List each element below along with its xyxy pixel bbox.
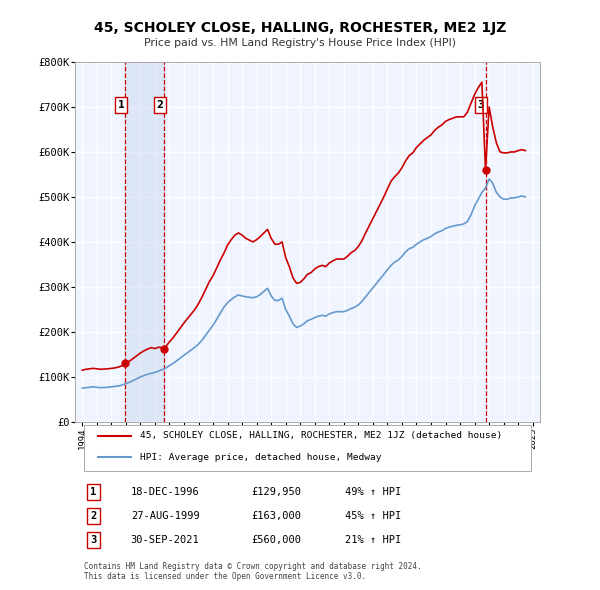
Text: 45, SCHOLEY CLOSE, HALLING, ROCHESTER, ME2 1JZ: 45, SCHOLEY CLOSE, HALLING, ROCHESTER, M…: [94, 21, 506, 35]
Text: 27-AUG-1999: 27-AUG-1999: [131, 511, 200, 521]
Text: Contains HM Land Registry data © Crown copyright and database right 2024.
This d: Contains HM Land Registry data © Crown c…: [84, 562, 422, 581]
FancyBboxPatch shape: [84, 425, 531, 471]
Text: 1: 1: [91, 487, 97, 497]
Text: 21% ↑ HPI: 21% ↑ HPI: [344, 535, 401, 545]
Text: 49% ↑ HPI: 49% ↑ HPI: [344, 487, 401, 497]
Text: 45, SCHOLEY CLOSE, HALLING, ROCHESTER, ME2 1JZ (detached house): 45, SCHOLEY CLOSE, HALLING, ROCHESTER, M…: [140, 431, 502, 441]
Text: Price paid vs. HM Land Registry's House Price Index (HPI): Price paid vs. HM Land Registry's House …: [144, 38, 456, 48]
Text: £163,000: £163,000: [252, 511, 302, 521]
Text: 18-DEC-1996: 18-DEC-1996: [131, 487, 200, 497]
Text: 3: 3: [91, 535, 97, 545]
Text: £129,950: £129,950: [252, 487, 302, 497]
Text: HPI: Average price, detached house, Medway: HPI: Average price, detached house, Medw…: [140, 453, 382, 462]
Text: 1: 1: [118, 100, 124, 110]
Text: 2: 2: [91, 511, 97, 521]
Text: 2: 2: [157, 100, 163, 110]
Text: 45% ↑ HPI: 45% ↑ HPI: [344, 511, 401, 521]
Text: £560,000: £560,000: [252, 535, 302, 545]
Text: 3: 3: [478, 100, 485, 110]
Bar: [125, 62, 164, 422]
Text: 30-SEP-2021: 30-SEP-2021: [131, 535, 200, 545]
